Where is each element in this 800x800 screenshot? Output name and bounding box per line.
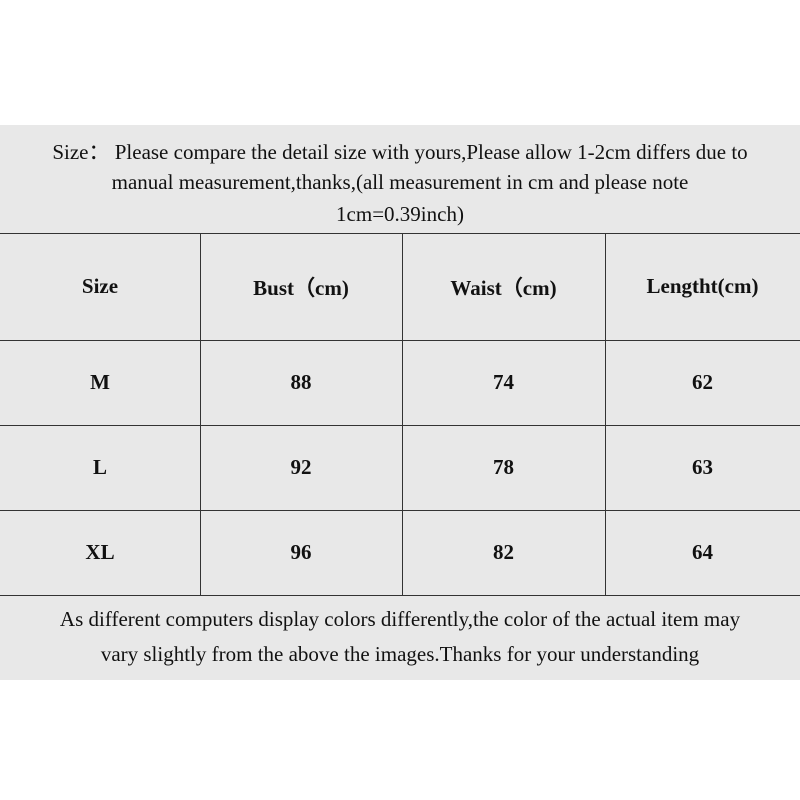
table-border <box>402 233 403 595</box>
panel <box>0 125 800 680</box>
table-border <box>0 340 800 341</box>
table-cell: XL <box>85 540 115 564</box>
header-line: manual measurement,thanks,(all measureme… <box>111 170 689 194</box>
table-cell: 92 <box>290 455 312 479</box>
table-cell: 64 <box>692 540 713 564</box>
table-cell: L <box>92 455 107 479</box>
table-border <box>0 510 800 511</box>
table-cell: M <box>90 370 110 394</box>
table-cell: 78 <box>493 455 514 479</box>
table-border <box>605 233 606 595</box>
table-cell: 74 <box>493 370 514 394</box>
table-cell: 96 <box>290 540 312 564</box>
table-border <box>0 425 800 426</box>
header-line: Size： Please compare the detail size wit… <box>52 140 748 164</box>
column-header: Lengtht(cm) <box>646 274 759 298</box>
footer-line: As different computers display colors di… <box>59 607 741 631</box>
table-cell: 82 <box>493 540 514 564</box>
column-header: Size <box>81 274 119 298</box>
table-border <box>200 233 201 595</box>
column-header: Bust（cm) <box>253 275 349 300</box>
column-header: Waist（cm) <box>450 275 557 300</box>
table-cell: 63 <box>692 455 713 479</box>
table-cell: 88 <box>290 370 312 394</box>
table-border <box>0 233 800 234</box>
header-line: 1cm=0.39inch) <box>336 202 464 226</box>
footer-line: vary slightly from the above the images.… <box>100 642 700 666</box>
table-cell: 62 <box>692 370 713 394</box>
table-border <box>0 595 800 596</box>
